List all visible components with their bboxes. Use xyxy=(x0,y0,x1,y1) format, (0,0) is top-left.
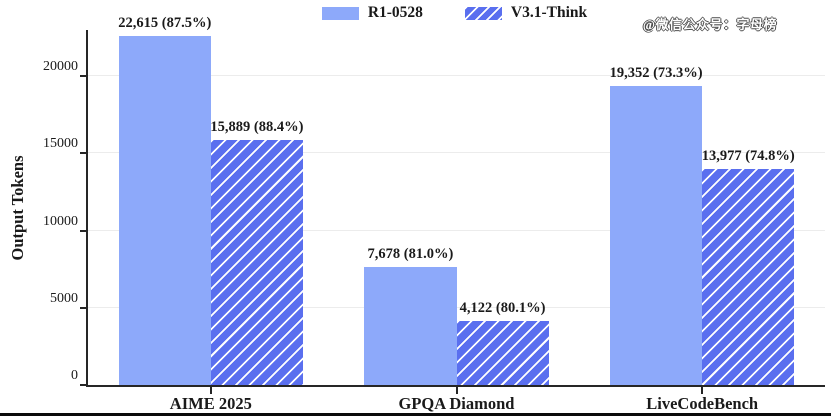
bar-V3.1-Think-GPQA Diamond xyxy=(456,321,549,385)
y-tick-mark-10000 xyxy=(80,229,86,232)
y-tick-label-5000: 5000 xyxy=(50,290,78,306)
x-category-label-AIME 2025: AIME 2025 xyxy=(169,394,252,413)
bar-value-label: 22,615 (87.5%) xyxy=(118,14,212,31)
y-tick-label-0: 0 xyxy=(71,368,78,383)
watermark-text: @微信公众号：字母榜 xyxy=(642,17,777,32)
legend-label: R1-0528 xyxy=(367,4,423,21)
bar-R1-0528-LiveCodeBench xyxy=(610,86,703,385)
legend-label: V3.1-Think xyxy=(510,4,588,21)
gridline-10000 xyxy=(88,229,825,231)
legend-item-V3.1-Think: V3.1-Think xyxy=(464,4,588,22)
bar-value-label: 7,678 (81.0%) xyxy=(367,245,454,262)
bar-value-label: 15,889 (88.4%) xyxy=(210,118,304,135)
bar-value-label: 13,977 (74.8%) xyxy=(701,148,795,165)
gridline-5000 xyxy=(88,306,825,308)
y-tick-label-15000: 15000 xyxy=(43,136,78,152)
y-tick-label-20000: 20000 xyxy=(43,59,78,75)
x-tick-mark-GPQA Diamond xyxy=(455,387,458,394)
y-axis-title: Output Tokens xyxy=(8,155,27,261)
gridline-15000 xyxy=(88,152,825,154)
y-tick-mark-15000 xyxy=(80,152,86,155)
y-tick-mark-5000 xyxy=(80,306,86,309)
chart-legend: R1-0528 V3.1-Think xyxy=(86,2,823,24)
legend-swatch-solid-icon xyxy=(321,6,359,20)
y-tick-mark-20000 xyxy=(80,75,86,78)
x-tick-mark-AIME 2025 xyxy=(209,387,212,394)
bar-R1-0528-AIME 2025 xyxy=(118,35,211,385)
bar-V3.1-Think-LiveCodeBench xyxy=(702,169,795,385)
bar-value-label: 19,352 (73.3%) xyxy=(609,65,703,82)
gridline-20000 xyxy=(88,75,825,77)
y-tick-label-10000: 10000 xyxy=(43,213,78,229)
legend-item-R1-0528: R1-0528 xyxy=(321,4,423,22)
plot-area: 0 5000 10000 15000 20000 22,615 (87.5%) 15,889… xyxy=(43,15,825,413)
bar-R1-0528-GPQA Diamond xyxy=(364,266,457,385)
y-tick-mark-0 xyxy=(80,384,86,386)
bar-value-label: 4,122 (80.1%) xyxy=(459,300,546,317)
bar-V3.1-Think-AIME 2025 xyxy=(210,139,303,385)
legend-swatch-hatched-icon xyxy=(464,6,502,20)
figure-bottom-border xyxy=(0,413,831,416)
x-tick-mark-LiveCodeBench xyxy=(701,387,704,394)
x-category-label-LiveCodeBench: LiveCodeBench xyxy=(646,394,759,413)
x-category-label-GPQA Diamond: GPQA Diamond xyxy=(398,394,515,413)
